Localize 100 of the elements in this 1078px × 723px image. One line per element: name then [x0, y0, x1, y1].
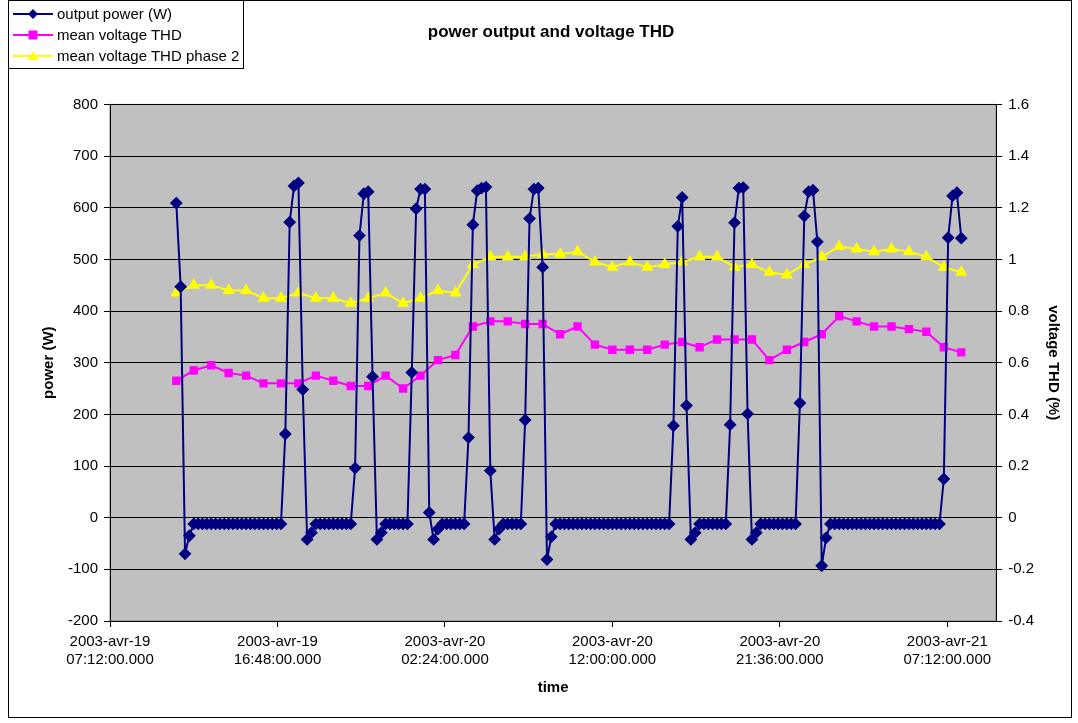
point [450, 286, 461, 297]
y2-axis-title: voltage THD (%) [1045, 305, 1063, 421]
point [590, 340, 600, 349]
y-axis-title: power (W) [39, 326, 57, 399]
point [329, 376, 338, 385]
point [364, 381, 373, 391]
y-tick-label: 700 [72, 146, 99, 164]
point [223, 284, 234, 294]
point [694, 250, 705, 261]
point [433, 355, 443, 365]
point [747, 335, 757, 344]
y2-tick-label: -0.2 [1008, 559, 1035, 577]
point [398, 384, 408, 393]
point [904, 324, 914, 334]
y-tick-label: 300 [72, 352, 99, 370]
point [659, 258, 671, 269]
point [938, 261, 950, 271]
point [608, 345, 617, 354]
point [921, 250, 932, 261]
legend-label: mean voltage THD [57, 26, 182, 43]
point [782, 345, 792, 354]
y2-tick-label: 1.4 [1008, 146, 1030, 164]
point [643, 345, 652, 354]
y2-tick-label: 0.2 [1008, 456, 1030, 474]
x-tick-label: 2003-avr-19 16:48:00.000 [233, 632, 322, 668]
point [764, 266, 775, 276]
x-tick-label: 2003-avr-20 21:36:00.000 [736, 632, 824, 668]
y2-tick-label: 0.8 [1008, 301, 1030, 319]
y2-tick-label: 0 [1008, 507, 1017, 525]
point [345, 297, 357, 307]
point [903, 245, 915, 256]
y-tick-label: 0 [89, 507, 99, 525]
point [851, 243, 862, 253]
point [781, 268, 793, 279]
y-tick-label: 200 [72, 404, 99, 422]
point [589, 255, 601, 266]
point [451, 350, 460, 360]
point [711, 250, 723, 261]
y-tick-label: 100 [72, 456, 99, 474]
point [258, 292, 269, 302]
legend-label: output power (W) [57, 5, 173, 22]
y2-tick-label: 0.4 [1008, 404, 1030, 422]
point [224, 368, 233, 378]
y2-tick-label: 0.6 [1008, 352, 1030, 370]
point [765, 355, 774, 365]
point [887, 322, 896, 331]
x-tick-label: 2003-avr-19 07:12:00.000 [66, 632, 154, 668]
point [573, 322, 582, 331]
x-tick-label: 2003-avr-20 02:24:00.000 [401, 632, 489, 668]
point [416, 371, 425, 380]
point [625, 345, 635, 354]
point [572, 245, 583, 256]
point [205, 279, 217, 289]
point [275, 292, 287, 302]
point [886, 243, 897, 253]
point [624, 255, 636, 266]
point [712, 335, 722, 344]
x-tick-label: 2003-avr-20 12:00:00.000 [568, 632, 657, 668]
point [695, 343, 704, 352]
x-axis-title: time [537, 678, 569, 696]
point [852, 317, 861, 326]
point [172, 376, 181, 385]
y2-tick-label: -0.4 [1008, 611, 1035, 629]
y2-tick-label: 1 [1008, 249, 1017, 267]
point [957, 348, 966, 357]
point [641, 261, 653, 271]
point [503, 317, 512, 326]
y2-tick-label: 1.2 [1008, 197, 1030, 215]
y-tick-label: 400 [72, 301, 99, 319]
y2-tick-label: 1.6 [1008, 94, 1030, 112]
point [241, 371, 251, 380]
point [189, 366, 198, 375]
legend-label: mean voltage THD phase 2 [57, 47, 240, 64]
point [310, 292, 322, 302]
point [607, 261, 618, 271]
point [381, 371, 390, 380]
point [746, 258, 758, 269]
point [869, 322, 879, 331]
point [240, 284, 252, 294]
point [327, 292, 339, 302]
y-tick-label: -200 [67, 611, 99, 629]
point [554, 248, 566, 258]
point [380, 286, 391, 297]
point [311, 371, 321, 380]
point [397, 297, 409, 307]
point [834, 312, 844, 321]
point [432, 284, 444, 294]
point [502, 250, 514, 261]
point [415, 292, 426, 302]
y-tick-label: -100 [67, 559, 99, 577]
point [259, 379, 268, 388]
y-tick-label: 600 [72, 197, 99, 215]
point [868, 245, 880, 256]
x-tick-label: 2003-avr-21 07:12:00.000 [903, 632, 992, 668]
y-tick-label: 500 [72, 249, 99, 267]
point [955, 266, 967, 276]
point [346, 381, 355, 391]
chart-title: power output and voltage THD [427, 21, 675, 41]
point [922, 327, 931, 336]
point [276, 379, 286, 388]
